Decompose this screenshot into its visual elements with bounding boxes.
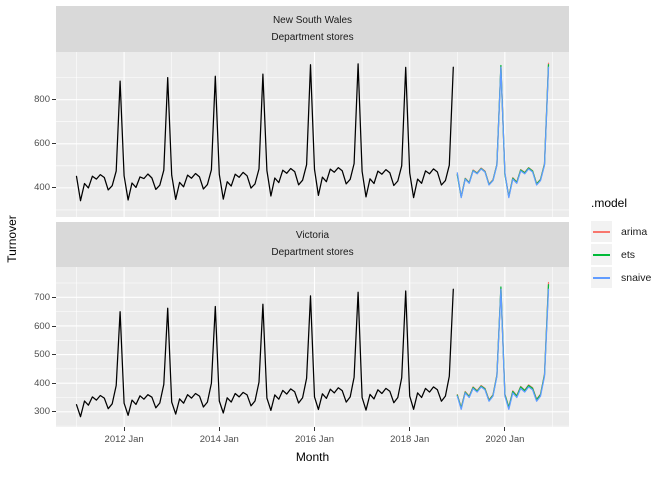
y-tick-mark xyxy=(52,143,56,145)
x-tick-mark xyxy=(123,427,125,431)
legend-item-ets: ets xyxy=(591,243,671,266)
y-tick-mark xyxy=(52,354,56,356)
y-tick-label: 800 xyxy=(34,94,50,106)
y-tick-label: 600 xyxy=(34,138,50,150)
facet-strip-nsw: New South Wales Department stores xyxy=(56,6,569,52)
legend-label-snaive: snaive xyxy=(621,271,652,284)
y-tick-mark xyxy=(52,296,56,298)
panel-background xyxy=(56,52,569,217)
y-tick-mark xyxy=(52,411,56,413)
y-tick-label: 400 xyxy=(34,377,50,389)
x-tick-label: 2018 Jan xyxy=(390,434,430,445)
snaive-line-swatch-icon xyxy=(593,276,610,279)
series-line-snaive xyxy=(456,66,550,199)
panel-victoria xyxy=(56,267,569,427)
x-tick-mark xyxy=(314,427,315,431)
y-tick-label: 700 xyxy=(34,291,50,303)
x-tick-label: 2016 Jan xyxy=(294,434,335,445)
panel-nsw xyxy=(56,52,569,217)
legend-label-ets: ets xyxy=(621,248,636,261)
y-tick-mark xyxy=(52,187,56,189)
x-tick-mark xyxy=(218,427,220,431)
facet-strip-victoria-industry-label: Department stores xyxy=(271,247,354,258)
y-tick-mark xyxy=(52,99,56,101)
series-line-actual xyxy=(75,63,454,202)
arima-line-swatch-icon xyxy=(593,230,610,233)
y-tick-label: 400 xyxy=(34,182,50,194)
facet-strip-victoria-state-label: Victoria xyxy=(295,230,330,241)
legend-item-snaive: snaive xyxy=(591,266,671,289)
x-tick-mark xyxy=(504,427,506,431)
legend-item-arima: arima xyxy=(591,220,671,243)
legend-title: .model xyxy=(591,196,628,210)
legend-key-snaive xyxy=(591,267,612,288)
y-axis-title: Turnover xyxy=(5,215,19,263)
legend-key-ets xyxy=(591,244,612,265)
plot-area-nsw xyxy=(56,52,569,217)
ets-line-swatch-icon xyxy=(593,253,610,256)
y-tick-label: 300 xyxy=(34,406,50,418)
x-tick-label: 2014 Jan xyxy=(199,434,239,445)
legend-key-arima xyxy=(591,221,612,242)
y-tick-mark xyxy=(52,382,56,384)
x-tick-mark xyxy=(409,427,411,431)
plot-area-victoria xyxy=(56,267,569,427)
facet-strip-nsw-industry-label: Department stores xyxy=(271,31,354,43)
legend-label-arima: arima xyxy=(621,225,648,238)
series-line-actual xyxy=(75,288,454,418)
x-tick-label: 2012 Jan xyxy=(104,434,144,445)
facet-strip-nsw-state-label: New South Wales xyxy=(272,14,353,26)
series-line-snaive xyxy=(456,288,550,410)
legend: .model arima ets snaive xyxy=(591,196,671,289)
y-tick-label: 500 xyxy=(34,349,50,361)
facet-strip-victoria: Victoria Department stores xyxy=(56,222,569,267)
y-tick-label: 600 xyxy=(34,320,50,332)
x-axis-title: Month xyxy=(295,450,330,464)
x-tick-label: 2020 Jan xyxy=(485,434,525,445)
y-tick-mark xyxy=(52,325,56,327)
